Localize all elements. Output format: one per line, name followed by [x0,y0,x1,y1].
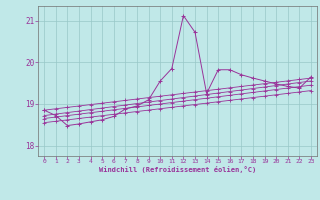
X-axis label: Windchill (Refroidissement éolien,°C): Windchill (Refroidissement éolien,°C) [99,166,256,173]
